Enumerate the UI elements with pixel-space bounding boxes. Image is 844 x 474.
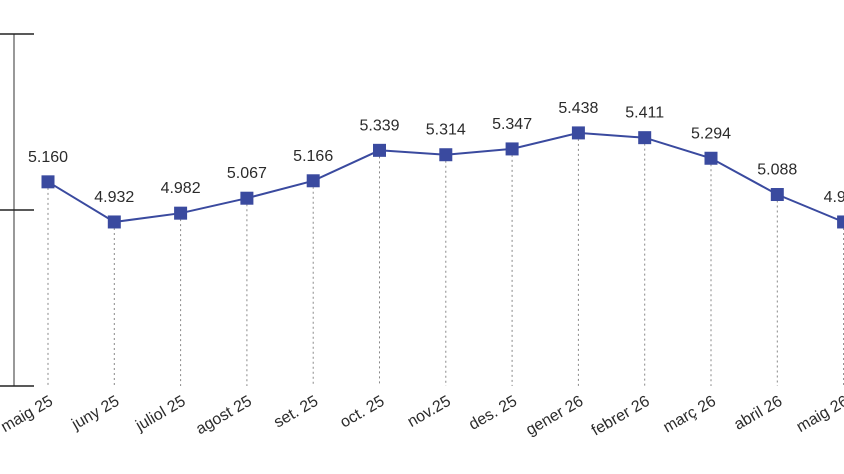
x-tick-label-7: des. 25: [466, 393, 520, 434]
data-point-12: [837, 215, 844, 229]
data-point-6: [439, 148, 453, 162]
data-point-4: [306, 174, 320, 188]
x-tick-label-9: febrer 26: [589, 393, 653, 440]
data-label-12: 4.932: [824, 189, 844, 206]
data-point-2: [174, 206, 188, 220]
data-label-3: 5.067: [227, 165, 267, 182]
x-tick-label-4: set. 25: [271, 393, 321, 432]
data-point-11: [770, 188, 784, 202]
data-point-7: [505, 142, 519, 156]
x-tick-label-2: juliol 25: [132, 393, 188, 435]
x-tick-label-11: abril 26: [731, 393, 785, 434]
data-labels: 5.160 4.932 4.982 5.067 5.166 5.339 5.314 5.347…: [28, 100, 844, 206]
data-label-11: 5.088: [757, 162, 797, 179]
data-label-7: 5.347: [492, 116, 532, 133]
data-label-2: 4.982: [161, 180, 201, 197]
data-label-0: 5.160: [28, 149, 68, 166]
y-axis: [0, 33, 34, 387]
x-tick-label-8: gener 26: [523, 393, 586, 439]
data-point-9: [638, 131, 652, 145]
data-label-9: 5.411: [625, 105, 664, 122]
x-tick-label-3: agost 25: [193, 393, 255, 438]
x-tick-labels: maig 25 juny 25 juliol 25 agost 25 set. 25 oc…: [0, 393, 844, 440]
data-label-6: 5.314: [426, 122, 466, 139]
data-point-1: [107, 215, 121, 229]
x-tick-label-5: oct. 25: [337, 393, 387, 432]
data-point-3: [240, 191, 254, 205]
x-tick-label-6: nov.25: [405, 393, 454, 431]
data-point-10: [704, 151, 718, 165]
data-point-0: [41, 175, 55, 189]
x-tick-label-1: juny 25: [68, 393, 122, 434]
data-markers: [41, 126, 844, 229]
x-tick-label-10: març 26: [660, 393, 719, 437]
x-tick-label-12: maig 26: [794, 393, 844, 436]
data-label-5: 5.339: [359, 117, 399, 134]
data-label-10: 5.294: [691, 125, 731, 142]
x-tick-label-0: maig 25: [0, 393, 56, 436]
data-label-8: 5.438: [558, 100, 598, 117]
data-label-1: 4.932: [94, 189, 134, 206]
data-point-5: [373, 143, 386, 157]
data-point-8: [571, 126, 585, 140]
data-label-4: 5.166: [293, 148, 333, 165]
drop-lines: [47, 138, 844, 386]
